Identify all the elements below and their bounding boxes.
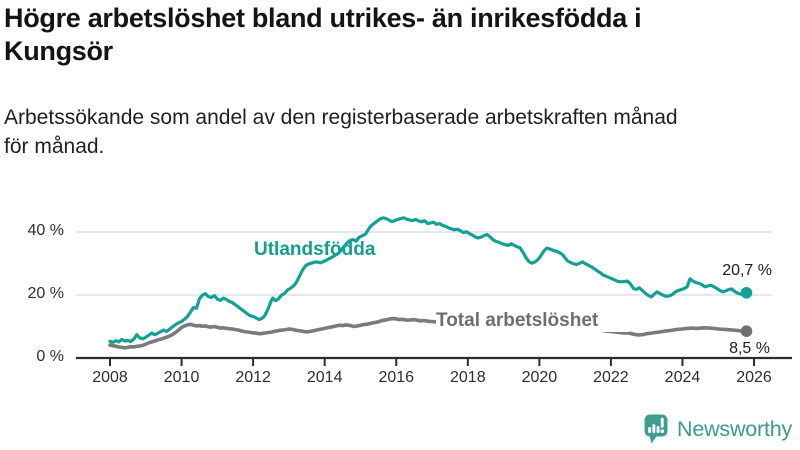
series-line-total bbox=[108, 316, 749, 350]
x-tick-label-2026: 2026 bbox=[736, 369, 772, 386]
x-tick-label-2020: 2020 bbox=[521, 369, 558, 386]
y-tick-label-0: 0 % bbox=[36, 348, 64, 365]
series-label-total-arbetsloshet: Total arbetslöshet bbox=[436, 310, 629, 332]
newsworthy-wordmark: Newsworthy bbox=[677, 416, 793, 441]
chart-title: Högre arbetslöshet bland utrikes- än inr… bbox=[4, 3, 642, 66]
x-tick-label-2024: 2024 bbox=[664, 369, 701, 386]
x-tick-label-2008: 2008 bbox=[92, 369, 128, 386]
x-tick-label-2010: 2010 bbox=[163, 369, 200, 386]
x-tick-label-2014: 2014 bbox=[306, 369, 343, 386]
y-tick-label-20: 20 % bbox=[27, 285, 64, 302]
series-line-utlandsfodda bbox=[108, 216, 749, 344]
series-end-dot-utlandsfodda bbox=[740, 287, 753, 299]
newsworthy-icon bbox=[644, 414, 668, 443]
series-label-utlandsfodda: Utlandsfödda bbox=[254, 239, 376, 260]
x-tick-label-2016: 2016 bbox=[378, 369, 415, 386]
newsworthy-logo: Newsworthy bbox=[644, 413, 792, 445]
series-end-dot-total bbox=[740, 325, 753, 338]
end-value-label-utlandsfodda: 20,7 % bbox=[722, 262, 772, 279]
x-tick-label-2022: 2022 bbox=[593, 369, 629, 386]
y-tick-label-40: 40 % bbox=[27, 222, 64, 239]
x-tick-label-2012: 2012 bbox=[235, 369, 271, 386]
end-value-label-total-arbetsloshet: 8,5 % bbox=[729, 340, 770, 357]
chart-subtitle: Arbetssökande som andel av den registerb… bbox=[4, 106, 678, 158]
x-tick-label-2018: 2018 bbox=[450, 369, 486, 386]
